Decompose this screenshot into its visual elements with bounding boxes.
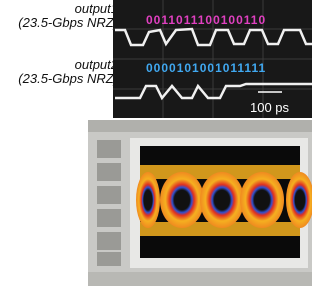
page: output1 (23.5-Gbps NRZ) output2 (23.5-Gb… — [0, 0, 312, 286]
bit-pattern-2: 0000101001011111 — [146, 61, 266, 75]
menu-bar — [88, 120, 312, 132]
scope-figure: 0011011100100110 0000101001011111 100 ps — [0, 0, 312, 286]
bit-pattern-1: 0011011100100110 — [146, 13, 266, 27]
status-bar — [88, 272, 312, 286]
scale-label: 100 ps — [250, 100, 290, 115]
